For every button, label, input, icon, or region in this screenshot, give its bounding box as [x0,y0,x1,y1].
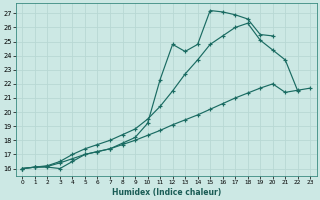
X-axis label: Humidex (Indice chaleur): Humidex (Indice chaleur) [112,188,221,197]
